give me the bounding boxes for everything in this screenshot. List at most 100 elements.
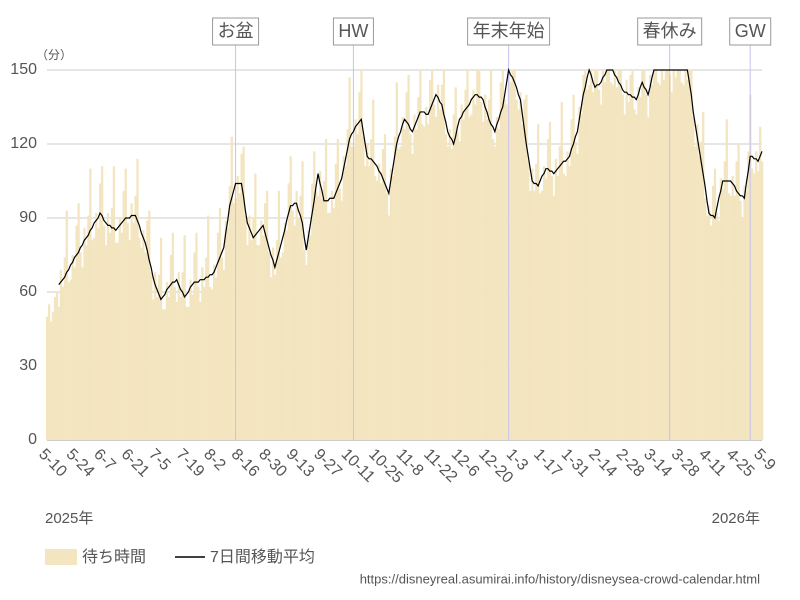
- bar: [692, 116, 695, 440]
- bar: [421, 124, 424, 441]
- bar: [572, 94, 575, 441]
- bar: [539, 193, 542, 440]
- bar: [360, 70, 363, 440]
- bar: [737, 144, 740, 440]
- bar: [564, 176, 567, 441]
- bar: [704, 198, 707, 440]
- bar: [152, 299, 155, 440]
- bar: [236, 176, 239, 441]
- bar: [73, 267, 76, 440]
- bar: [733, 195, 736, 440]
- year-label: 2025年: [45, 510, 93, 527]
- x-tick-label: 5-10: [35, 446, 70, 481]
- bar: [723, 161, 726, 440]
- bar: [590, 70, 593, 440]
- annotation-box: [332, 17, 374, 46]
- bar: [275, 240, 279, 440]
- bar: [83, 227, 86, 440]
- bar: [67, 282, 70, 440]
- annotation-box: [212, 17, 260, 46]
- bar: [741, 218, 744, 440]
- bar: [260, 220, 263, 440]
- bar: [761, 161, 764, 440]
- bar: [560, 102, 563, 441]
- bar: [197, 287, 200, 440]
- bar: [334, 163, 338, 440]
- bar: [238, 193, 241, 440]
- bar: [605, 70, 609, 440]
- bar: [226, 227, 229, 440]
- bar: [493, 146, 497, 440]
- bar: [366, 144, 369, 440]
- x-tick-label: 3-14: [640, 446, 675, 481]
- bar: [93, 237, 96, 440]
- bar: [102, 225, 106, 440]
- bar: [91, 240, 94, 440]
- bar: [89, 168, 92, 440]
- legend-swatch: [45, 549, 77, 565]
- bar: [527, 161, 530, 440]
- bar: [165, 282, 169, 440]
- bar: [142, 230, 145, 440]
- bar: [666, 70, 669, 440]
- bar: [374, 176, 377, 441]
- annotation-label: 春休み: [643, 21, 697, 41]
- bar: [179, 296, 182, 440]
- bar: [489, 70, 493, 440]
- bar: [407, 74, 410, 440]
- bar: [609, 82, 613, 440]
- bar: [112, 166, 116, 440]
- bar: [146, 220, 149, 440]
- y-tick-label: 60: [19, 283, 37, 300]
- bar: [440, 84, 444, 441]
- bar: [411, 153, 414, 440]
- bar: [425, 107, 428, 440]
- annotation-label: 年末年始: [473, 21, 545, 41]
- bar: [242, 146, 245, 440]
- bar: [690, 70, 693, 440]
- bar: [319, 171, 322, 440]
- bar: [434, 116, 438, 440]
- bar: [491, 139, 495, 441]
- bar: [627, 102, 630, 441]
- bar: [739, 200, 742, 440]
- bar: [291, 210, 294, 440]
- bar: [662, 79, 666, 440]
- bar: [629, 74, 632, 440]
- annotation-box: [467, 17, 551, 46]
- bar: [429, 79, 432, 440]
- bar: [193, 252, 196, 440]
- bar: [148, 210, 151, 440]
- bar: [468, 116, 471, 440]
- bar: [321, 198, 324, 440]
- bar: [391, 176, 394, 441]
- bar: [727, 193, 730, 440]
- bar: [725, 119, 728, 440]
- x-tick-label: 6-21: [118, 446, 153, 481]
- bar: [548, 121, 552, 441]
- bar: [743, 185, 746, 440]
- x-tick-label: 3-28: [668, 446, 703, 481]
- bar: [707, 205, 711, 440]
- bar: [519, 92, 522, 440]
- bar: [686, 79, 689, 440]
- annotation-box: [729, 17, 772, 46]
- x-tick-label: 9-13: [283, 446, 318, 481]
- bar: [177, 272, 180, 440]
- bar: [248, 215, 251, 440]
- bar: [631, 70, 634, 440]
- bar: [649, 74, 652, 440]
- bar: [731, 176, 734, 441]
- bar: [552, 195, 556, 440]
- bar: [613, 70, 616, 440]
- bar: [175, 301, 178, 440]
- bar: [529, 190, 532, 440]
- bar: [452, 114, 455, 441]
- bar: [607, 70, 611, 440]
- bar: [556, 176, 559, 441]
- bar: [244, 215, 247, 440]
- bar: [611, 84, 614, 441]
- bar: [603, 82, 607, 440]
- bar: [482, 121, 485, 441]
- annotation-label: HW: [338, 21, 368, 41]
